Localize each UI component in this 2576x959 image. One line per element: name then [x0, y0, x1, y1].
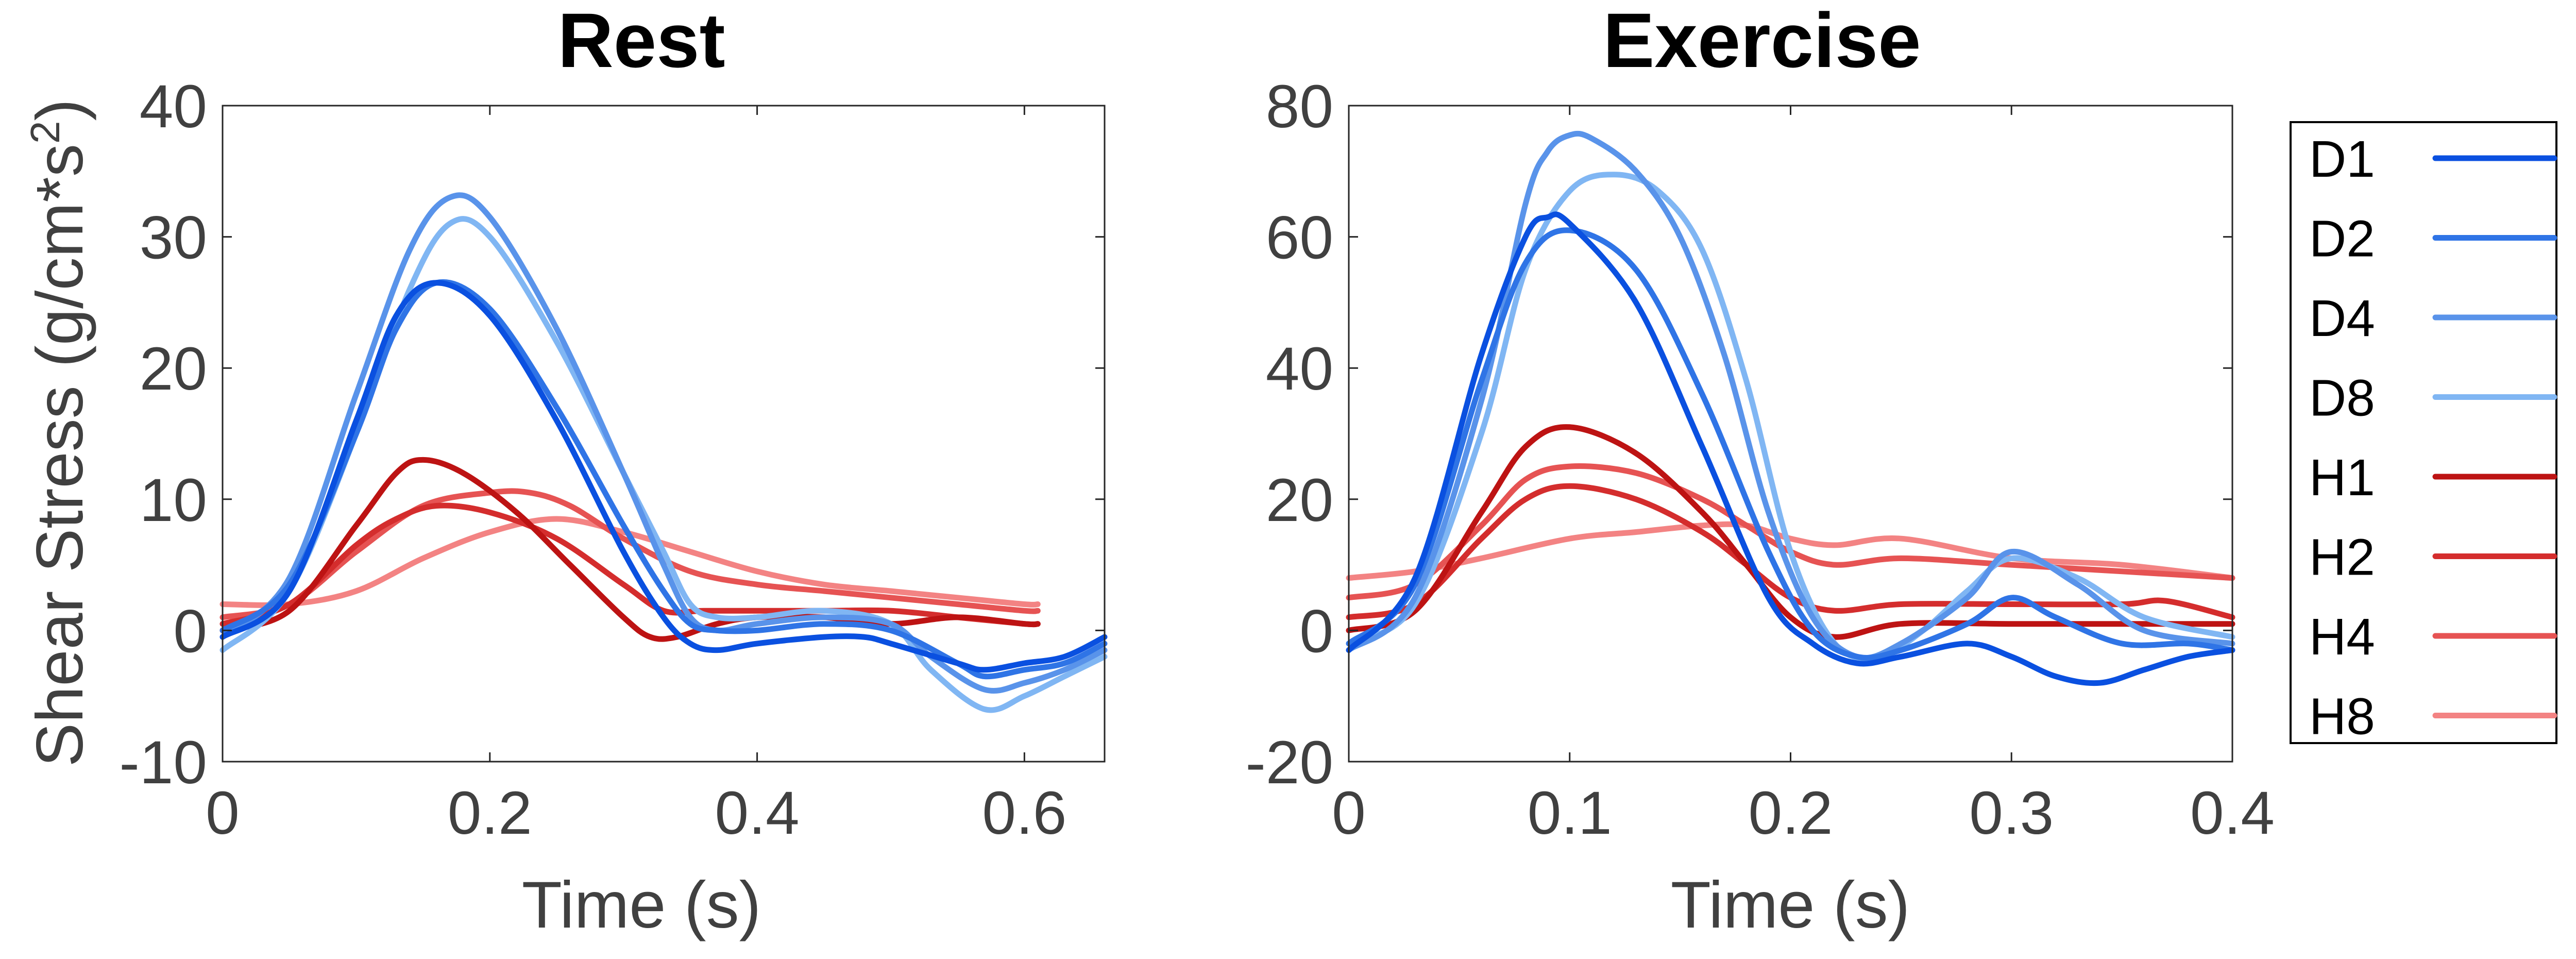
rest-y-axis-label-close: ) [23, 99, 97, 121]
rest-y-tick-label: 30 [140, 204, 207, 272]
rest-y-tick-label: -10 [119, 729, 207, 797]
legend-label-h1: H1 [2309, 449, 2375, 507]
exercise-x-tick-label: 0.1 [1528, 779, 1612, 847]
legend-label-h2: H2 [2309, 529, 2375, 586]
rest-y-tick-label: 10 [140, 466, 207, 534]
exercise-series-d2 [1346, 227, 2235, 661]
legend-items: D1 D2 D4 D8 H1 H2 H4 H8 [2309, 130, 2557, 746]
legend-label-d4: D4 [2309, 290, 2375, 347]
rest-title: Rest [557, 0, 725, 83]
rest-series-d1 [219, 280, 1108, 673]
legend-label-d8: D8 [2309, 369, 2375, 427]
exercise-series-h4 [1346, 463, 2235, 601]
exercise-x-axis-label: Time (s) [1671, 868, 1910, 942]
exercise-title: Exercise [1603, 0, 1921, 83]
exercise-x-tick-label: 0.3 [1969, 779, 2054, 847]
legend-box [2290, 121, 2557, 744]
rest-series-h4 [219, 488, 1041, 620]
rest-series-h2 [219, 502, 1041, 628]
exercise-y-tick-label: 80 [1266, 73, 1333, 141]
exercise-y-tick-label: 20 [1266, 466, 1333, 534]
legend: D1 D2 D4 D8 H1 H2 H4 H8 [2290, 121, 2557, 746]
rest-x-tick-label: 0.4 [715, 779, 800, 847]
rest-x-tick-label: 0 [206, 779, 240, 847]
exercise-y-tick-label: 0 [1299, 597, 1333, 665]
exercise-y-tick-label: 60 [1266, 204, 1333, 272]
exercise-x-tick-label: 0 [1332, 779, 1366, 847]
exercise-y-ticks: -20 0 20 40 60 80 [1245, 73, 2232, 797]
rest-y-tick-label: 0 [173, 597, 207, 665]
rest-series-group [219, 192, 1108, 713]
rest-x-tick-label: 0.6 [982, 779, 1066, 847]
rest-y-axis-label-main: Shear Stress (g/cm*s [23, 144, 97, 767]
exercise-x-ticks: 0 0.1 0.2 0.3 0.4 [1332, 106, 2275, 847]
rest-axes-frame [222, 105, 1106, 763]
legend-label-d2: D2 [2309, 210, 2375, 268]
exercise-series-d4 [1346, 130, 2235, 661]
rest-y-tick-label: 40 [140, 73, 207, 141]
exercise-series-group [1346, 130, 2235, 686]
rest-y-ticks: -10 0 10 20 30 40 [119, 73, 1105, 797]
rest-x-tick-label: 0.2 [448, 779, 532, 847]
exercise-x-tick-label: 0.2 [1748, 779, 1833, 847]
rest-y-axis-label-superscript: 2 [22, 121, 68, 144]
legend-label-d1: D1 [2309, 130, 2375, 188]
exercise-y-tick-label: 40 [1266, 335, 1333, 403]
legend-label-h4: H4 [2309, 608, 2375, 666]
exercise-x-tick-label: 0.4 [2190, 779, 2275, 847]
rest-series-d4 [219, 192, 1108, 694]
rest-series-h8 [219, 516, 1041, 608]
rest-y-axis-label: Shear Stress (g/cm*s2) [22, 99, 97, 767]
exercise-series-d1 [1346, 211, 2235, 686]
rest-y-tick-label: 20 [140, 335, 207, 403]
exercise-series-d8 [1346, 172, 2235, 661]
rest-x-ticks: 0 0.2 0.4 0.6 [206, 106, 1066, 847]
legend-label-h8: H8 [2309, 688, 2375, 746]
exercise-series-h1 [1346, 424, 2235, 640]
rest-x-axis-label: Time (s) [522, 868, 761, 942]
exercise-y-tick-label: -20 [1245, 729, 1333, 797]
